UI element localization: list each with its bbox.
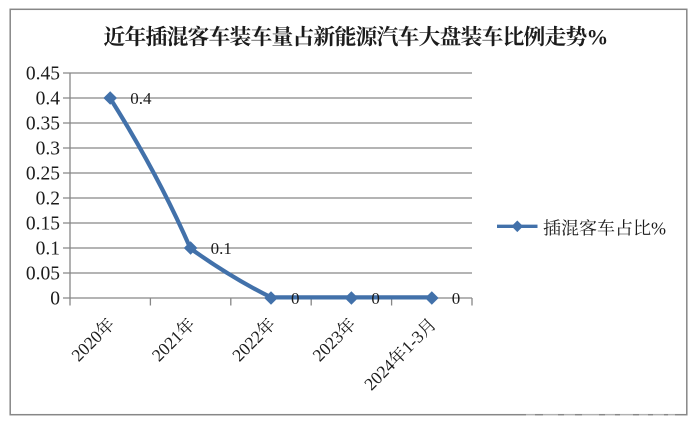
svg-text:0.25: 0.25: [26, 164, 60, 185]
svg-text:0.3: 0.3: [36, 139, 60, 160]
svg-text:0: 0: [291, 289, 300, 308]
svg-text:0.15: 0.15: [26, 214, 60, 235]
svg-text:0: 0: [50, 289, 60, 310]
svg-text:0: 0: [452, 289, 461, 308]
svg-text:0.1: 0.1: [211, 239, 232, 258]
svg-text:0.05: 0.05: [26, 264, 60, 285]
svg-text:0.2: 0.2: [36, 189, 60, 210]
svg-text:%: %: [651, 218, 666, 238]
svg-text:0: 0: [371, 289, 380, 308]
svg-text:0.45: 0.45: [26, 64, 60, 85]
svg-text:0.4: 0.4: [36, 89, 61, 110]
svg-text:0.35: 0.35: [26, 114, 60, 135]
svg-text:0.4: 0.4: [130, 89, 152, 108]
svg-text:0.1: 0.1: [36, 239, 60, 260]
svg-text:%: %: [587, 25, 609, 49]
